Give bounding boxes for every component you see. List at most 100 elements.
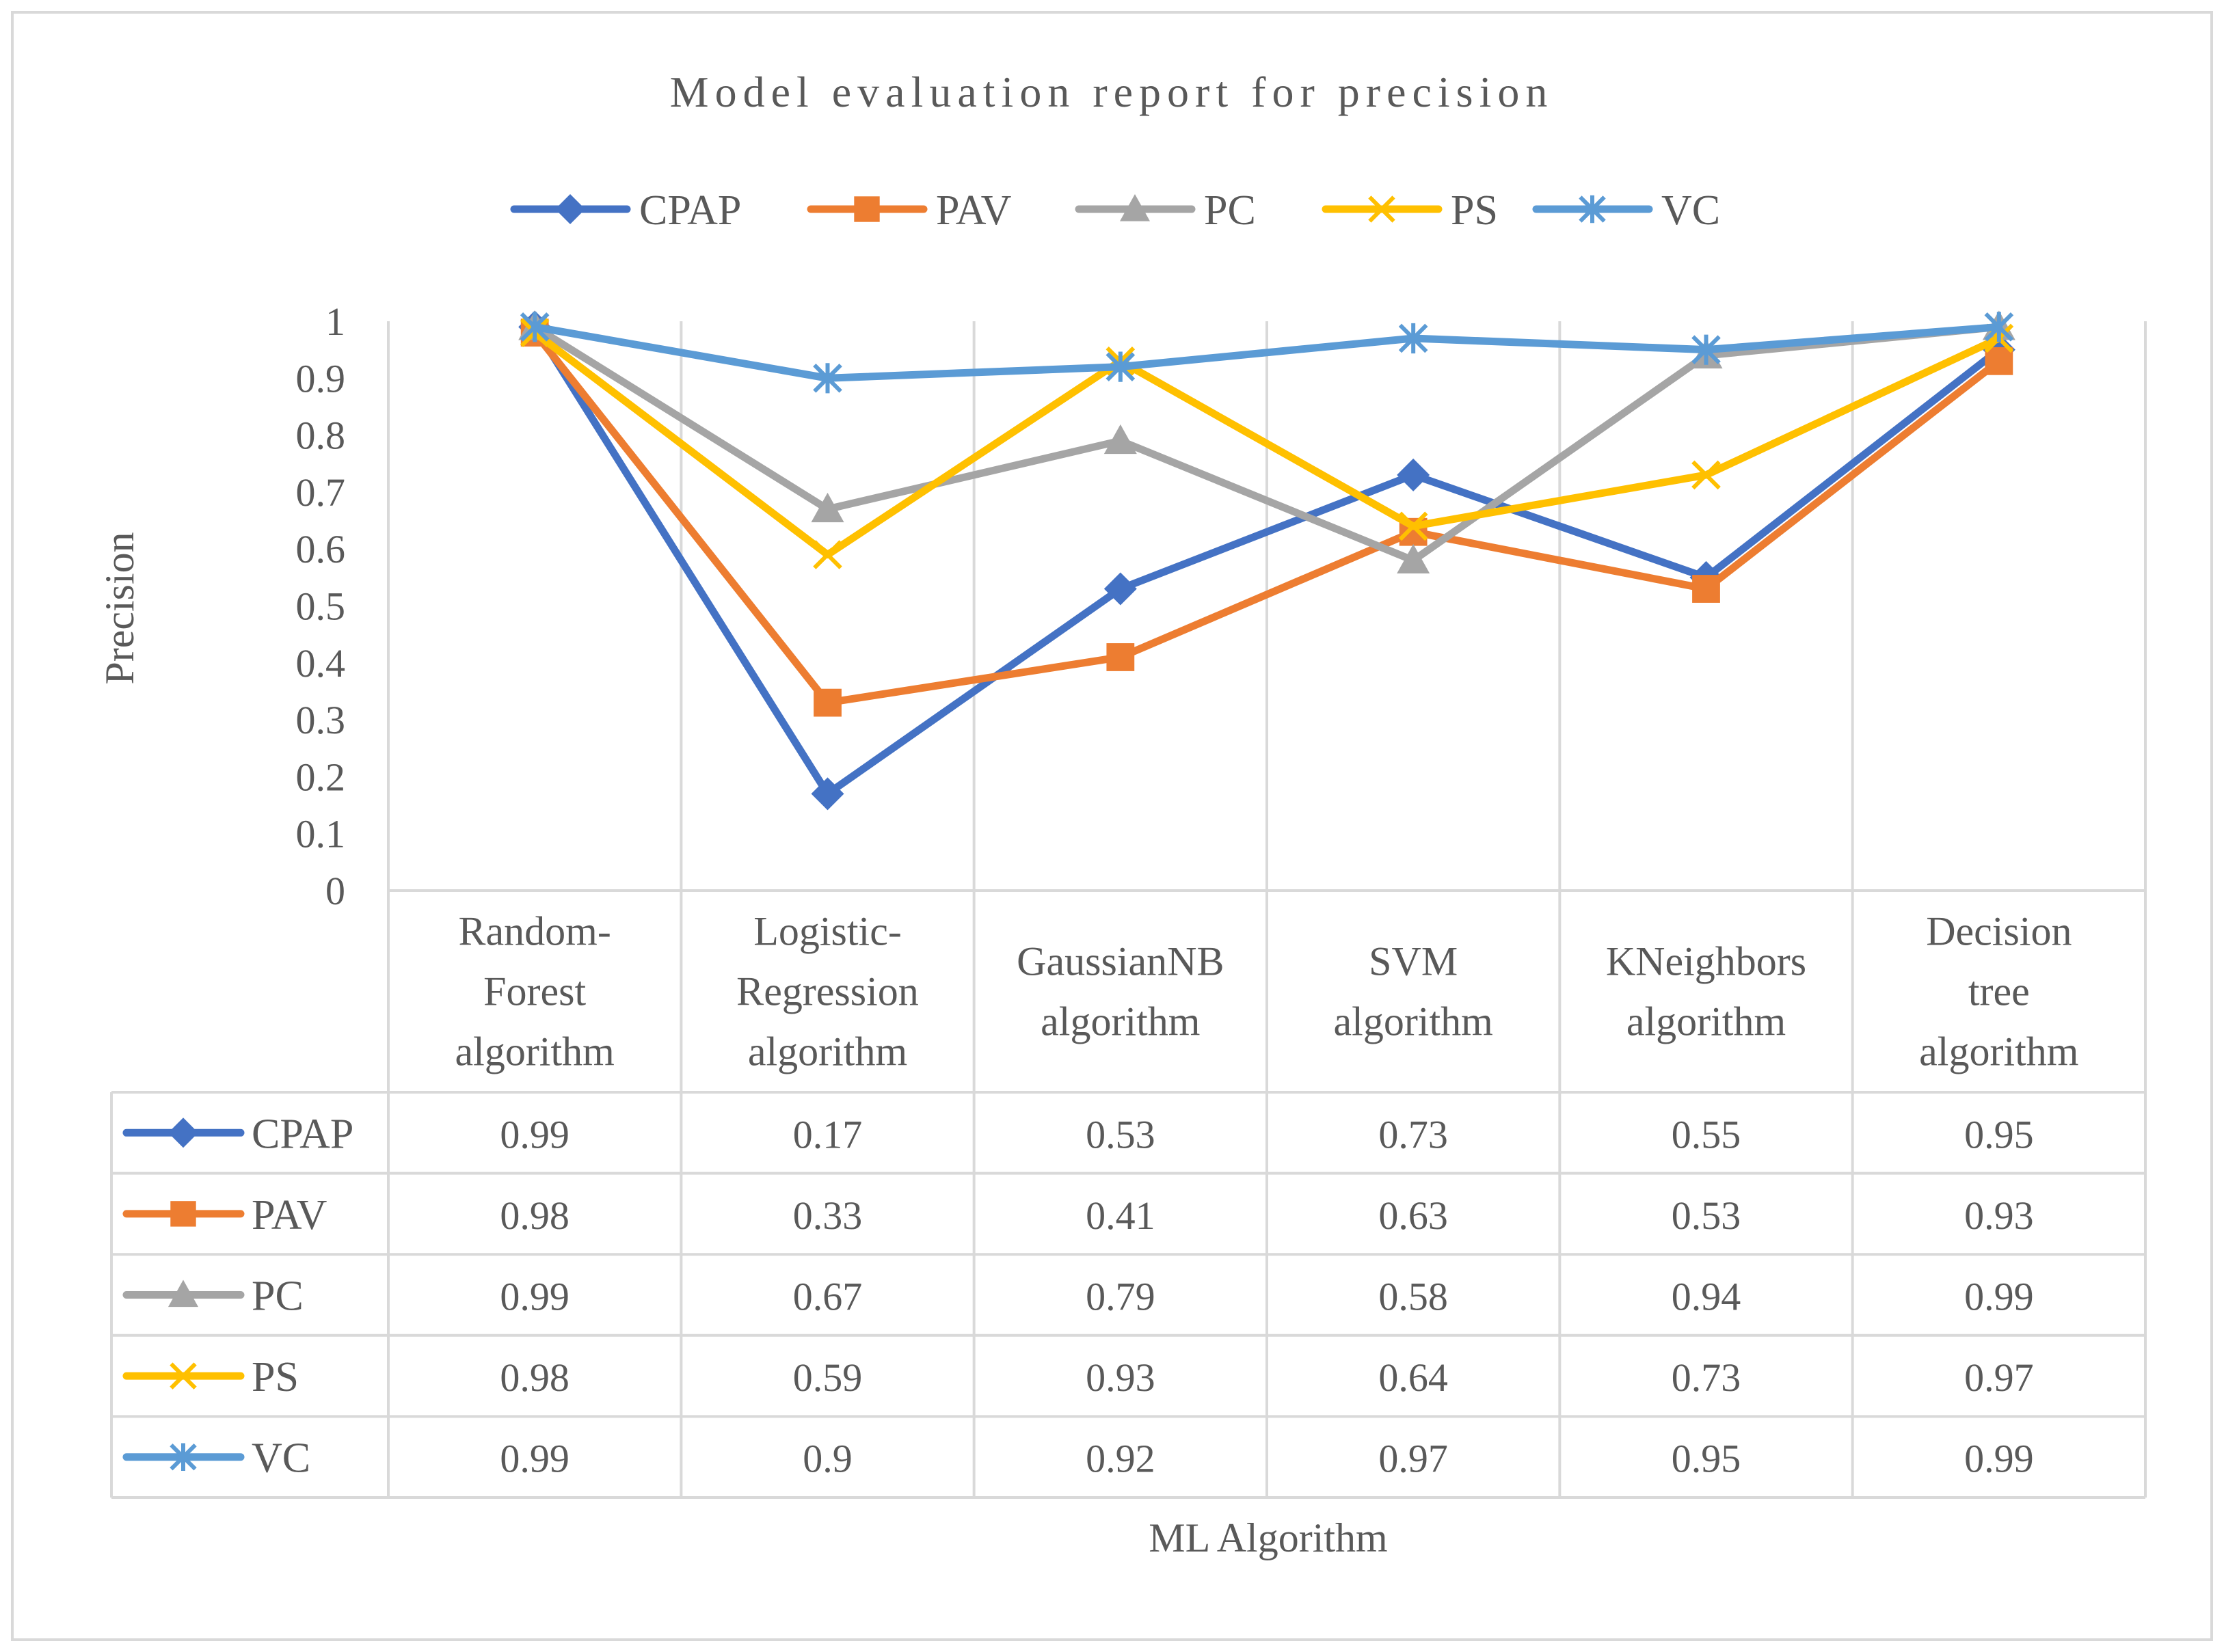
y-tick-label: 0.1 [296, 812, 346, 856]
square-marker [170, 1201, 196, 1227]
table-row-header: PC [252, 1273, 304, 1320]
table-cell-value: 0.53 [1086, 1112, 1155, 1156]
table-cell-value: 0.41 [1086, 1193, 1155, 1238]
star-marker [520, 312, 550, 342]
table-cell-value: 0.33 [793, 1193, 863, 1238]
y-tick-label: 0.8 [296, 414, 346, 458]
x-category-label: algorithm [455, 1029, 615, 1074]
chart-title: Model evaluation report for precision [670, 68, 1554, 116]
x-axis-categories: Random- Forest algorithm Logistic- Regressio… [455, 909, 2079, 1074]
diamond-marker [168, 1118, 198, 1148]
y-tick-label: 0.4 [296, 641, 346, 686]
x-category-label: Regression [736, 969, 919, 1014]
series-line-pc [531, 323, 2003, 565]
x-category-label: algorithm [1626, 999, 1786, 1044]
data-table: CPAP 0.99 0.17 0.53 0.73 0.55 0.95 PAV 0.98 0.33 0… [110, 321, 2147, 1499]
legend-label: CPAP [639, 187, 741, 234]
y-tick-label: 0.9 [296, 356, 346, 401]
table-cell-value: 0.98 [500, 1193, 570, 1238]
legend-label: PAV [936, 187, 1012, 234]
diamond-marker [555, 194, 585, 224]
legend-label: PC [1204, 187, 1256, 234]
y-tick-label: 0.5 [296, 584, 346, 629]
diamond-marker [1103, 572, 1137, 606]
table-cell-value: 0.55 [1672, 1112, 1741, 1156]
x-category-label: algorithm [1334, 999, 1493, 1044]
table-cell-value: 0.99 [500, 1275, 570, 1319]
x-category-label: algorithm [748, 1029, 907, 1074]
legend-label: PS [1451, 187, 1498, 234]
legend-label: VC [1661, 187, 1720, 234]
diamond-marker [1397, 458, 1430, 491]
square-marker [854, 196, 880, 222]
star-marker [1398, 323, 1428, 354]
table-cell-value: 0.63 [1378, 1193, 1448, 1238]
diamond-marker [811, 777, 844, 811]
series-line-cpap [531, 323, 2003, 798]
x-category-label: GaussianNB [1017, 939, 1224, 984]
table-cell-value: 0.67 [793, 1275, 863, 1319]
square-marker [1106, 643, 1135, 671]
legend: CPAP PAV PC PS VC [510, 187, 1720, 234]
x-marker [1691, 460, 1721, 490]
x-category-label: SVM [1369, 939, 1458, 984]
triangle-marker [811, 492, 844, 523]
y-tick-label: 1 [325, 299, 345, 344]
x-category-label: tree [1968, 969, 2030, 1014]
table-cell-value: 0.17 [793, 1112, 863, 1156]
series-line-vc [531, 323, 2003, 382]
table-cell-value: 0.93 [1086, 1355, 1155, 1400]
table-cell-value: 0.99 [500, 1437, 570, 1481]
star-marker [1579, 195, 1606, 224]
series-line-ps [531, 329, 2003, 559]
table-cell-value: 0.92 [1086, 1437, 1155, 1481]
triangle-marker [1103, 424, 1137, 455]
table-cell-value: 0.95 [1964, 1112, 2034, 1156]
x-category-label: Decision [1926, 909, 2072, 954]
table-cell-value: 0.53 [1672, 1193, 1741, 1238]
table-cell-value: 0.64 [1378, 1355, 1448, 1400]
x-marker [1368, 195, 1395, 223]
table-cell-value: 0.73 [1672, 1355, 1741, 1400]
table-cell-value: 0.99 [1964, 1437, 2034, 1481]
y-tick-label: 0.3 [296, 698, 346, 742]
table-cell-value: 0.99 [500, 1112, 570, 1156]
series-layer [518, 310, 2015, 811]
table-cell-value: 0.98 [500, 1355, 570, 1400]
table-row-header: VC [252, 1435, 310, 1482]
x-category-label: KNeighbors [1606, 939, 1806, 984]
table-cell-value: 0.99 [1964, 1275, 2034, 1319]
table-cell-value: 0.94 [1672, 1275, 1741, 1319]
star-marker [170, 1443, 197, 1471]
x-category-label: Random- [459, 909, 611, 954]
x-marker [813, 540, 842, 569]
x-category-label: algorithm [1041, 999, 1200, 1044]
x-category-label: algorithm [1919, 1029, 2078, 1074]
triangle-marker [1397, 543, 1430, 574]
y-tick-label: 0.6 [296, 527, 346, 571]
table-row-header: PAV [252, 1192, 327, 1238]
table-cell-value: 0.95 [1672, 1437, 1741, 1481]
table-row-header: CPAP [252, 1111, 353, 1157]
table-cell-value: 0.93 [1964, 1193, 2034, 1238]
y-tick-label: 0.2 [296, 755, 346, 799]
y-tick-label: 0 [325, 869, 345, 913]
x-marker [170, 1362, 197, 1390]
y-tick-label: 0.7 [296, 470, 346, 515]
star-marker [813, 363, 842, 394]
square-marker [1985, 347, 2013, 375]
table-cell-value: 0.73 [1378, 1112, 1448, 1156]
square-marker [814, 688, 842, 717]
table-cell-value: 0.97 [1964, 1355, 2034, 1400]
table-cell-value: 0.58 [1378, 1275, 1448, 1319]
table-row-header: PS [252, 1354, 299, 1400]
x-category-label: Logistic- [753, 909, 902, 954]
square-marker [1692, 575, 1720, 603]
triangle-marker [1120, 194, 1150, 221]
x-category-label: Forest [483, 969, 586, 1014]
y-axis-label: Precision [97, 532, 142, 684]
table-cell-value: 0.59 [793, 1355, 863, 1400]
star-marker [1106, 351, 1136, 382]
star-marker [1984, 312, 2014, 342]
